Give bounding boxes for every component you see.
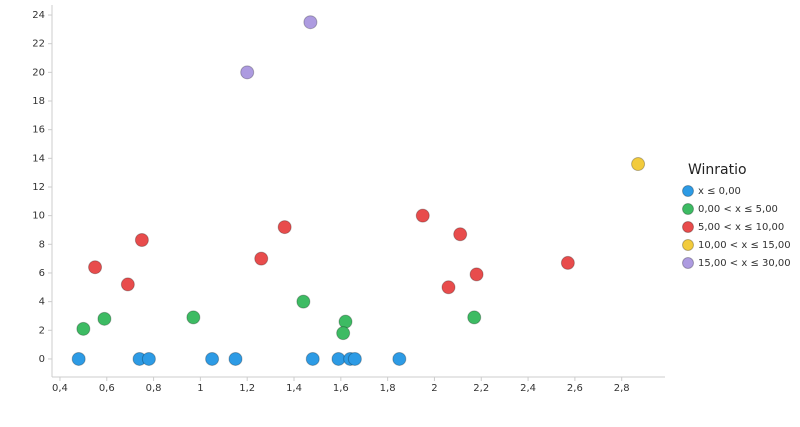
point <box>338 314 353 329</box>
point <box>254 251 269 266</box>
legend-label: 15,00 < x ≤ 30,00 <box>698 258 791 269</box>
legend-label: 5,00 < x ≤ 10,00 <box>698 222 784 233</box>
x-tick-label: 0,8 <box>146 383 162 394</box>
point <box>303 15 318 30</box>
y-tick-label: 22 <box>32 39 45 50</box>
legend-label: 0,00 < x ≤ 5,00 <box>698 204 778 215</box>
point <box>120 277 135 292</box>
x-tick-label: 2,2 <box>473 383 489 394</box>
point <box>392 351 407 366</box>
y-tick-label: 10 <box>32 211 45 222</box>
point <box>347 351 362 366</box>
point <box>205 351 220 366</box>
y-tick-label: 4 <box>39 297 45 308</box>
y-tick-label: 16 <box>32 125 45 136</box>
point <box>331 351 346 366</box>
point <box>467 310 482 325</box>
y-tick-label: 0 <box>39 354 45 365</box>
point <box>88 260 103 275</box>
x-tick-label: 2,8 <box>614 383 630 394</box>
x-tick-label: 2,6 <box>567 383 583 394</box>
point <box>134 233 149 248</box>
x-tick-label: 1,6 <box>333 383 349 394</box>
point <box>296 294 311 309</box>
legend-marker <box>682 257 694 269</box>
point <box>336 326 351 341</box>
legend-title: Winratio <box>688 162 747 178</box>
legend-marker <box>682 203 694 215</box>
y-tick-label: 8 <box>39 239 45 250</box>
y-tick-label: 14 <box>32 153 45 164</box>
y-tick-label: 2 <box>39 325 45 336</box>
y-tick-label: 20 <box>32 67 45 78</box>
point <box>415 208 430 223</box>
point <box>441 280 456 295</box>
point <box>71 351 86 366</box>
point <box>97 311 112 326</box>
x-tick-label: 1 <box>197 383 203 394</box>
point <box>141 351 156 366</box>
x-tick-label: 2,4 <box>520 383 536 394</box>
point <box>453 227 468 242</box>
y-tick-label: 24 <box>32 10 45 21</box>
x-tick-label: 1,2 <box>239 383 255 394</box>
point <box>469 267 484 282</box>
x-tick-label: 2 <box>431 383 437 394</box>
legend-label: 10,00 < x ≤ 15,00 <box>698 240 791 251</box>
y-tick-label: 12 <box>32 182 45 193</box>
point <box>631 157 646 172</box>
legend-marker <box>682 239 694 251</box>
point <box>305 351 320 366</box>
x-tick-label: 1,8 <box>380 383 396 394</box>
point <box>76 321 91 336</box>
x-tick-label: 1,4 <box>286 383 302 394</box>
point <box>186 310 201 325</box>
x-tick-label: 0,4 <box>52 383 68 394</box>
point <box>240 65 255 80</box>
legend-marker <box>682 185 694 197</box>
y-tick-label: 6 <box>39 268 45 279</box>
legend-label: x ≤ 0,00 <box>698 186 741 197</box>
point <box>277 220 292 235</box>
legend-marker <box>682 221 694 233</box>
y-tick-label: 18 <box>32 96 45 107</box>
point <box>560 255 575 270</box>
point <box>228 351 243 366</box>
x-tick-label: 0,6 <box>99 383 115 394</box>
